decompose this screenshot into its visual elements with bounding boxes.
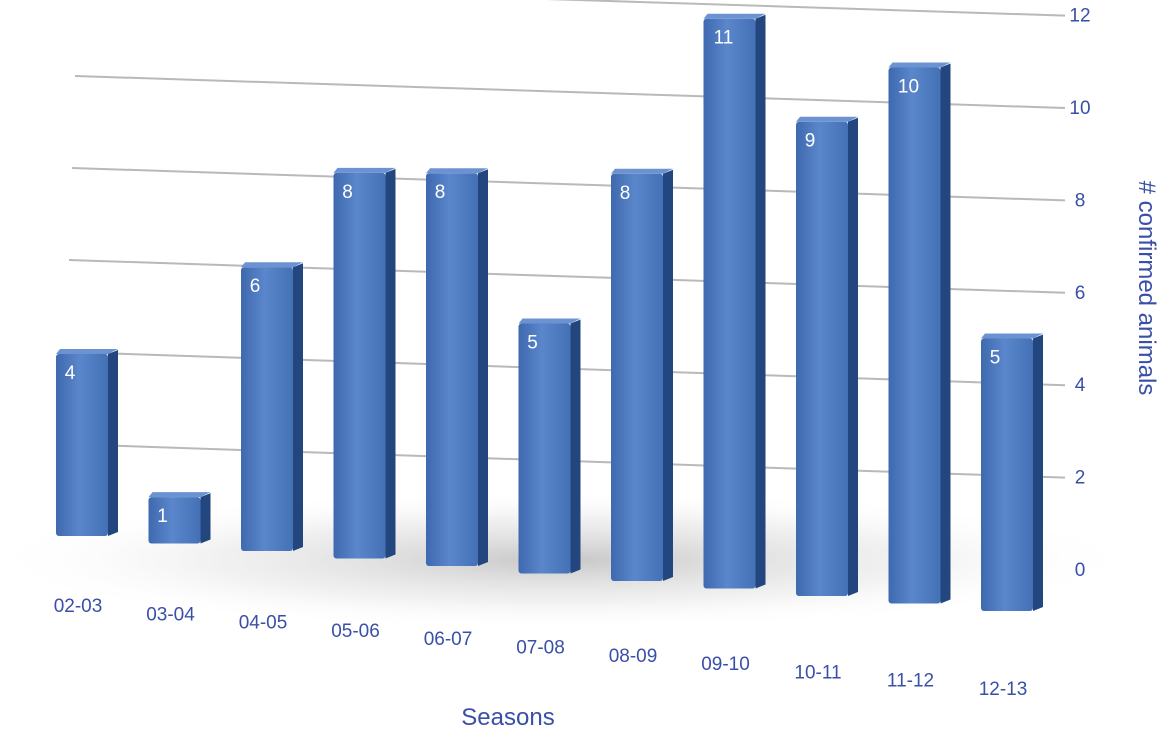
x-tick-label: 11-12 (887, 671, 934, 692)
x-tick-label: 04-05 (239, 613, 288, 634)
bar: 8 (426, 168, 488, 566)
data-label: 5 (527, 333, 538, 354)
x-tick-label: 02-03 (54, 596, 103, 617)
x-tick-label: 03-04 (146, 604, 195, 625)
data-label: 4 (65, 363, 76, 384)
bar-top (518, 318, 581, 324)
bar: 9 (796, 116, 858, 596)
bar: 6 (241, 262, 303, 551)
x-tick-label: 08-09 (609, 646, 658, 667)
bar-side (108, 350, 118, 536)
data-label: 8 (435, 182, 446, 203)
bar: 11 (703, 13, 766, 589)
bar: 4 (56, 349, 118, 536)
bars: 4 1 6 8 8 5 8 11 9 10 5 (56, 13, 1043, 611)
bar-top (148, 492, 211, 498)
bar-side (1033, 334, 1043, 611)
bar-top (703, 13, 766, 19)
bar: 1 (148, 492, 211, 544)
bar-side (940, 63, 951, 604)
bar-top (241, 262, 303, 268)
y-axis-label: # confirmed animals (1133, 181, 1160, 396)
bar-front (333, 172, 386, 559)
bar-top (888, 62, 951, 68)
bar-front (981, 338, 1033, 611)
data-label: 8 (342, 182, 353, 203)
gridline (546, 0, 1066, 17)
bar-side (293, 263, 303, 551)
bar: 5 (981, 333, 1043, 611)
data-label: 10 (898, 77, 919, 98)
data-label: 6 (250, 276, 261, 297)
data-label: 1 (157, 506, 168, 527)
y-tick-label: 2 (1075, 468, 1086, 489)
bar-front (796, 121, 848, 596)
bar: 8 (611, 168, 673, 582)
bar-front (703, 18, 756, 589)
x-axis-ticks: 02-03 03-04 04-05 05-06 06-07 07-08 08-09 09-10… (54, 596, 1028, 700)
y-tick-label: 0 (1075, 560, 1086, 581)
bar-top (611, 168, 673, 174)
x-tick-label: 07-08 (516, 638, 565, 659)
bar-front (518, 323, 571, 574)
data-label: 8 (620, 183, 631, 204)
bar-top (426, 168, 488, 174)
x-tick-label: 05-06 (331, 621, 380, 642)
y-tick-label: 4 (1075, 375, 1086, 396)
bar-side (755, 14, 766, 589)
bar-front (241, 267, 293, 551)
bar: 8 (333, 167, 396, 559)
y-tick-label: 10 (1069, 98, 1090, 119)
bar-top (56, 349, 118, 354)
bar-side (848, 117, 858, 596)
data-label: 9 (805, 131, 816, 152)
bar-top (333, 167, 396, 173)
bar-front (611, 173, 663, 582)
bar-top (981, 333, 1043, 339)
data-label: 5 (990, 348, 1001, 369)
y-tick-label: 8 (1075, 190, 1086, 211)
x-tick-label: 09-10 (701, 654, 750, 675)
bar-side (570, 319, 581, 574)
bar: 5 (518, 318, 581, 574)
bar-side (663, 169, 673, 582)
bar-front (426, 173, 478, 566)
bar-side (385, 168, 396, 559)
y-tick-label: 6 (1075, 283, 1086, 304)
bar: 10 (888, 62, 951, 604)
bar-top (796, 116, 858, 122)
bar-side (200, 493, 211, 544)
x-axis-label: Seasons (461, 704, 554, 731)
x-tick-label: 12-13 (979, 679, 1028, 700)
y-tick-label: 12 (1069, 6, 1090, 27)
x-tick-label: 10-11 (794, 662, 841, 683)
bar-front (56, 354, 108, 536)
x-tick-label: 06-07 (424, 629, 473, 650)
bar-side (478, 169, 488, 566)
data-label: 11 (714, 28, 734, 49)
y-axis-ticks: 0 2 4 6 8 10 12 (1069, 6, 1090, 581)
bar-front (148, 497, 201, 544)
bar-front (888, 67, 941, 604)
